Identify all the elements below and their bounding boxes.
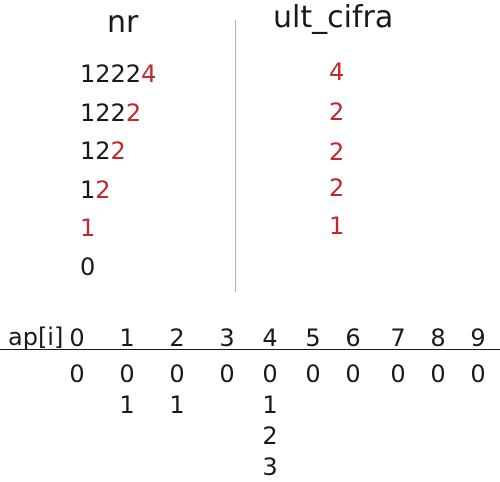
ap-value: 1 xyxy=(262,391,278,419)
ap-value: 0 xyxy=(119,360,135,388)
nr-row: 0 xyxy=(80,255,95,279)
nr-prefix: 12 xyxy=(80,137,111,165)
nr-last-digit: 2 xyxy=(125,98,142,127)
nr-row: 12 xyxy=(80,178,111,202)
ap-value: 0 xyxy=(69,360,85,388)
nr-last-digit: 1 xyxy=(80,214,96,242)
ap-index: 5 xyxy=(305,324,321,352)
ap-index: 4 xyxy=(262,324,278,352)
ap-index: 0 xyxy=(69,324,85,352)
ap-index: 7 xyxy=(390,324,406,352)
nr-header: nr xyxy=(107,5,139,40)
ap-value: 0 xyxy=(430,360,446,388)
ap-value: 1 xyxy=(169,391,185,419)
ap-value: 0 xyxy=(262,360,278,388)
ap-value: 0 xyxy=(305,360,321,388)
ap-value: 1 xyxy=(119,391,135,419)
nr-row: 1222 xyxy=(80,101,141,125)
ult-cifra-value: 1 xyxy=(329,212,345,240)
nr-row: 1 xyxy=(80,216,95,240)
table-header-line xyxy=(0,349,500,350)
nr-last-digit: 2 xyxy=(95,175,111,204)
nr-prefix: 1 xyxy=(80,175,96,204)
ult-cifra-value: 2 xyxy=(329,138,345,166)
ult-cifra-value: 4 xyxy=(329,58,345,86)
ap-index: 2 xyxy=(169,324,185,352)
ap-value: 2 xyxy=(262,422,278,450)
ap-value: 0 xyxy=(470,360,486,388)
vertical-divider xyxy=(235,20,236,292)
ap-index: 8 xyxy=(430,324,446,352)
ap-value: 0 xyxy=(219,360,235,388)
ap-label: ap[i] xyxy=(8,323,64,351)
ult-cifra-value: 2 xyxy=(329,174,345,202)
ap-index: 6 xyxy=(345,324,361,352)
ap-value: 0 xyxy=(345,360,361,388)
nr-row: 122 xyxy=(80,139,126,163)
ult-cifra-value: 2 xyxy=(329,98,345,126)
nr-row: 12224 xyxy=(80,62,156,86)
ap-value: 0 xyxy=(390,360,406,388)
nr-prefix: 122 xyxy=(80,98,126,127)
nr-last-digit: 4 xyxy=(141,60,157,88)
ult-cifra-header: ult_cifra xyxy=(273,0,394,35)
ap-index: 1 xyxy=(119,324,135,352)
ap-value: 0 xyxy=(169,360,185,388)
ap-index: 9 xyxy=(470,324,486,352)
ap-value: 3 xyxy=(262,453,278,481)
nr-prefix: 0 xyxy=(80,252,96,281)
nr-prefix: 1222 xyxy=(80,60,142,88)
ap-index: 3 xyxy=(219,324,235,352)
nr-last-digit: 2 xyxy=(110,137,126,165)
